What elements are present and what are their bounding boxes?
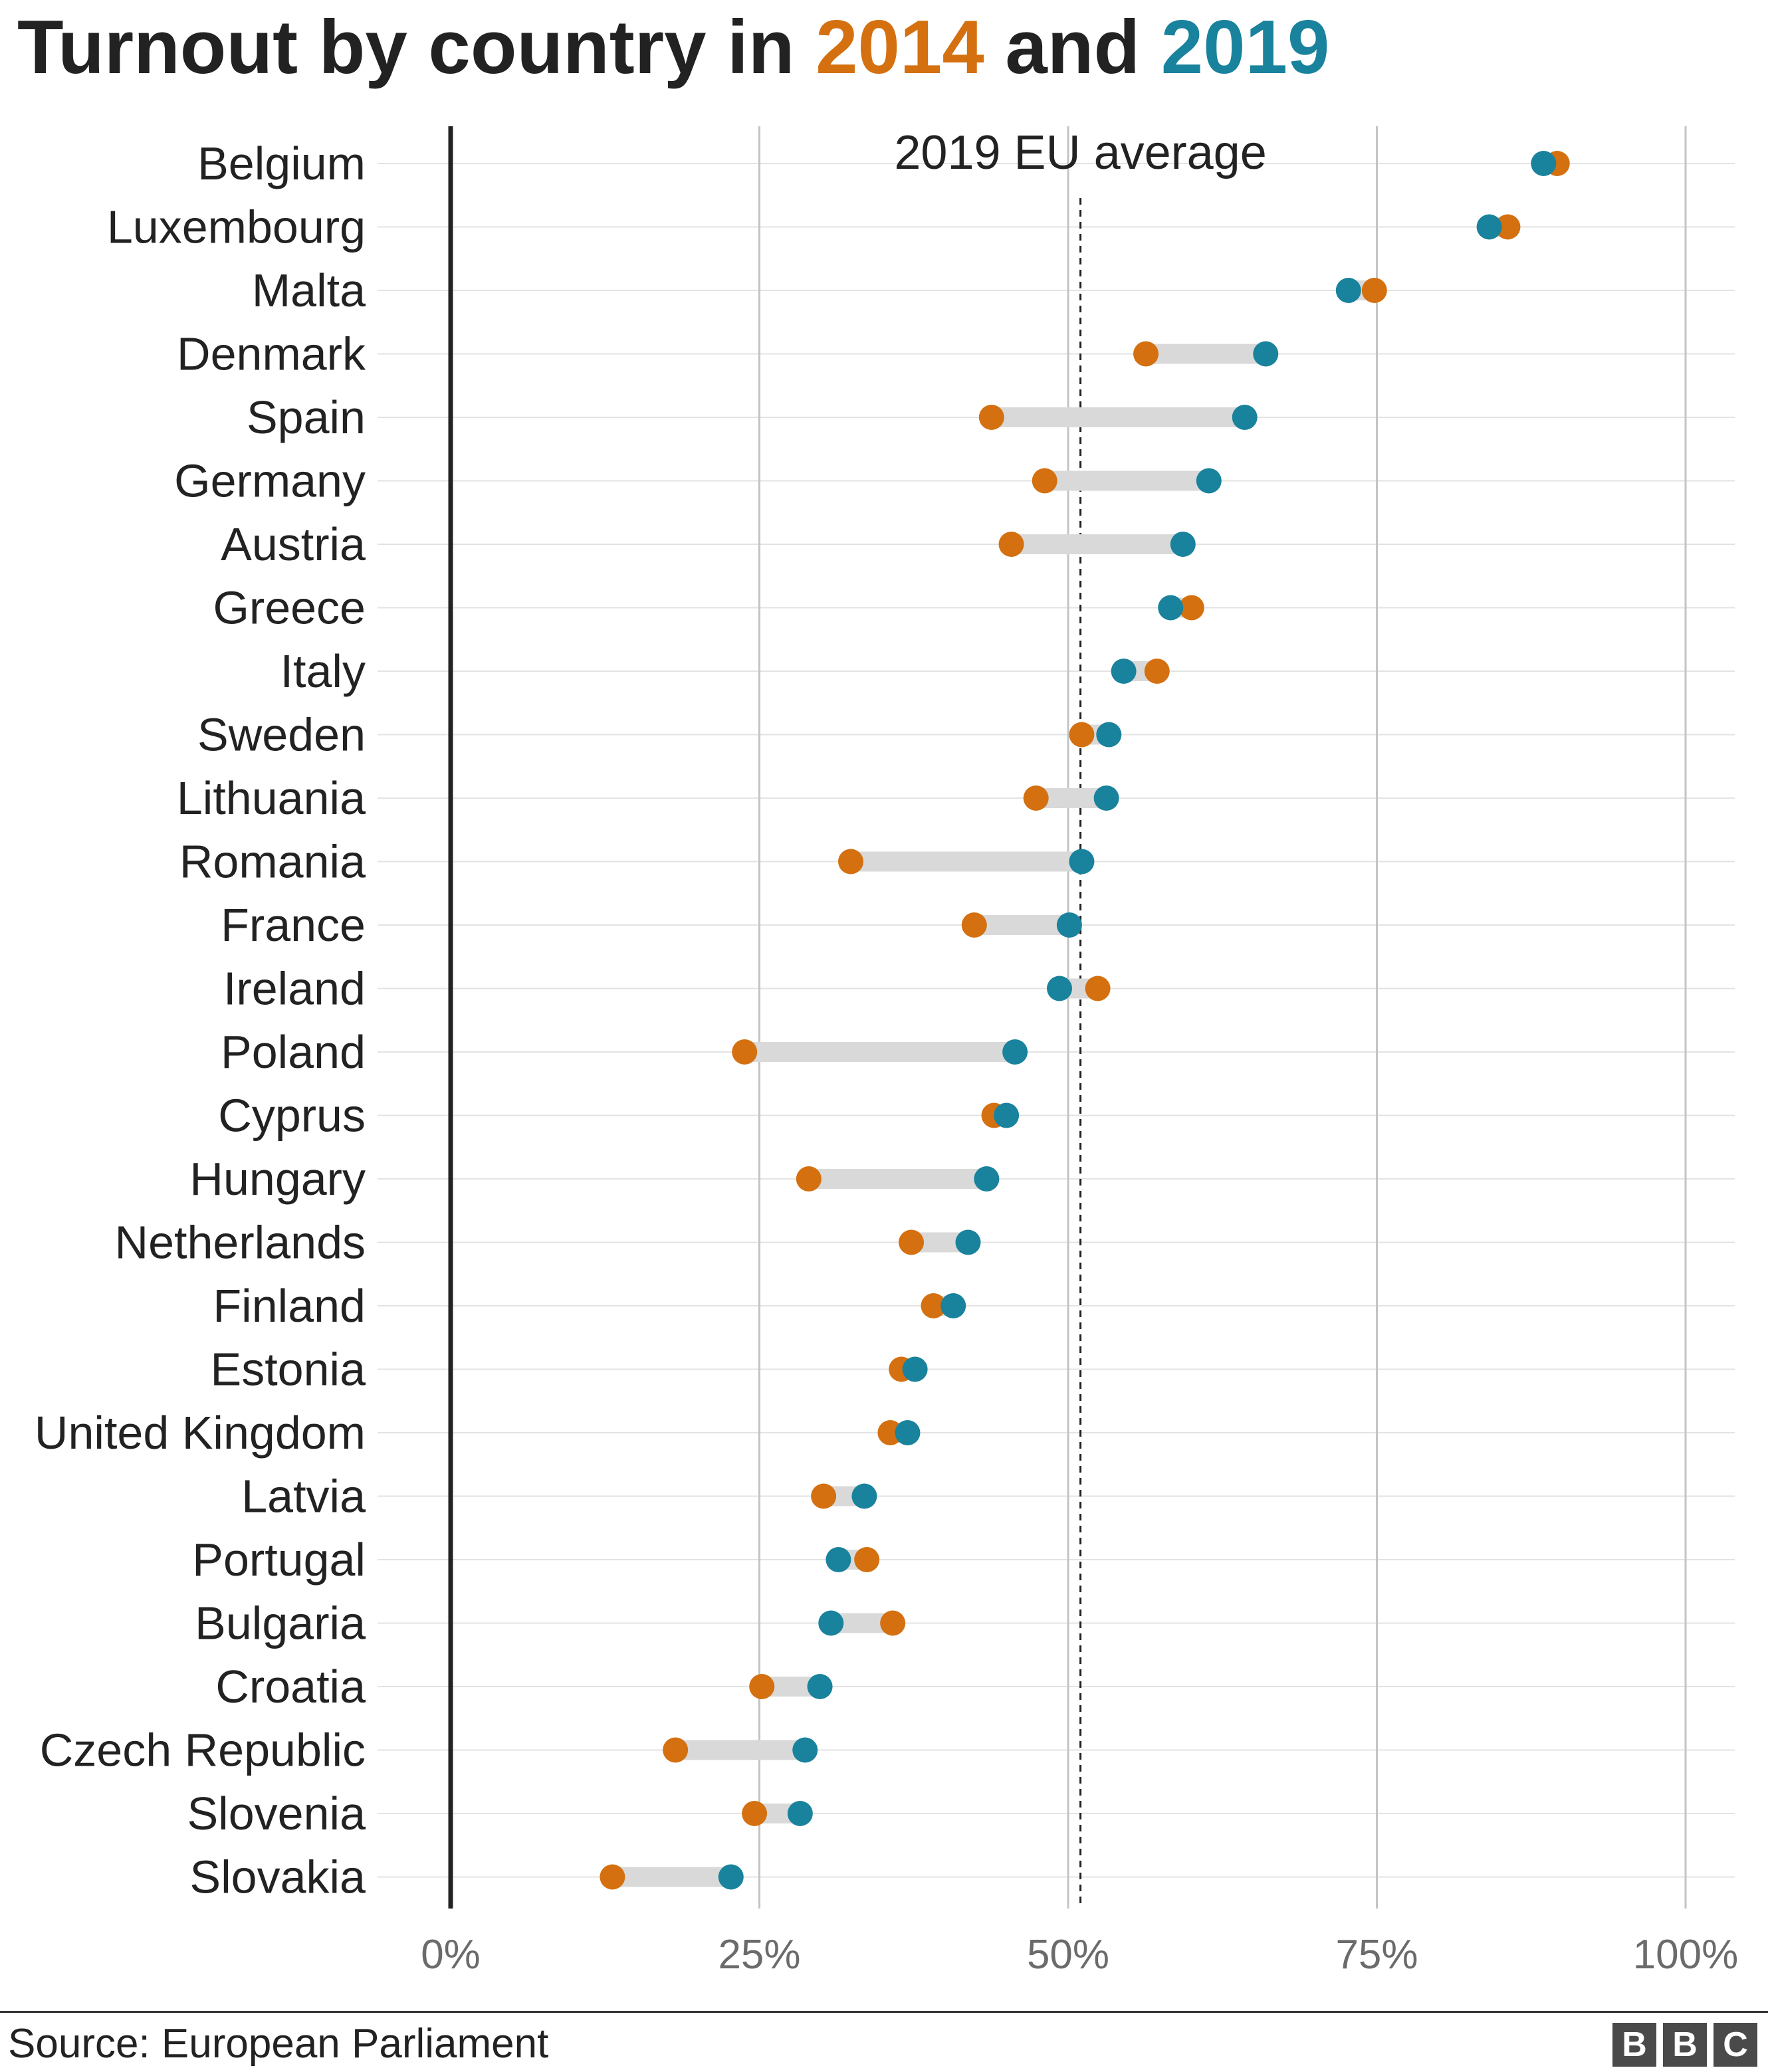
country-label: Slovakia [189,1851,366,1903]
dot-2014 [1178,595,1204,621]
country-label: Latvia [241,1471,366,1522]
logo-letter: B [1612,2023,1656,2067]
country-label: Lithuania [177,772,366,824]
dot-2014 [998,532,1024,557]
country-label: Netherlands [115,1217,366,1269]
dot-2019 [851,1483,877,1509]
dot-2019 [1046,976,1072,1001]
dot-2019 [807,1674,833,1699]
country-label: Belgium [197,138,366,189]
dot-2019 [792,1737,818,1763]
country-label: France [221,899,366,951]
country-label: Italy [280,645,366,697]
dot-2019 [1196,468,1222,494]
logo-letter: C [1713,2023,1757,2067]
dot-2014 [978,405,1004,430]
logo-letter: B [1663,2023,1707,2067]
dot-2019 [1531,151,1557,176]
country-label: Poland [221,1026,366,1078]
dot-2019 [902,1356,928,1382]
dot-2019 [1232,405,1258,430]
country-label: Germany [174,455,366,507]
title-year-2019: 2019 [1160,5,1330,90]
dot-2014 [1069,722,1095,748]
dot-2014 [1495,214,1521,240]
dot-2019 [1253,341,1279,367]
source-note: Source: European Parliament [8,2021,549,2067]
country-label: Bulgaria [195,1598,366,1649]
dot-2014 [837,849,863,875]
dot-2014 [1085,976,1111,1001]
country-label: Austria [221,518,366,570]
dot-2019 [1093,785,1119,811]
dot-2019 [1335,278,1361,303]
country-label: Denmark [177,328,366,380]
dot-2019 [895,1420,921,1445]
chart-title: Turnout by country in 2014 and 2019 [17,4,1329,91]
dot-2019 [1056,912,1082,938]
dumbbell-chart: 0% 25% 50% 75% 100% 2019 EU average Belgium Lux… [35,126,1739,1978]
x-tick-label: 75% [1335,1932,1418,1978]
country-label: Portugal [192,1534,366,1586]
dot-2014 [854,1547,880,1572]
country-label: Sweden [197,709,366,761]
dot-2019 [718,1864,744,1890]
dot-2014 [1144,659,1170,684]
x-tick-label: 0% [421,1932,481,1978]
dot-2019 [1069,849,1095,875]
dot-2019 [1002,1039,1028,1065]
dot-2019 [1170,532,1196,557]
country-label: Luxembourg [107,201,366,253]
dot-2014 [600,1864,625,1890]
dot-2014 [811,1483,837,1509]
dot-2019 [826,1547,851,1572]
dot-2014 [961,912,987,938]
dot-2019 [974,1166,1000,1191]
dot-2014 [880,1610,906,1636]
dot-2014 [1032,468,1057,494]
country-label: Greece [213,582,366,634]
country-label: Romania [179,836,366,888]
dot-2019 [940,1293,966,1318]
country-label: Czech Republic [40,1724,366,1776]
dot-2019 [787,1801,813,1826]
country-label: Slovenia [187,1788,366,1839]
eu-average-label: 2019 EU average [894,126,1266,179]
country-label: Spain [247,391,366,443]
country-label: Croatia [215,1661,366,1712]
country-label: Finland [213,1280,366,1332]
title-year-2014: 2014 [816,5,984,90]
dot-2014 [877,1420,903,1445]
dot-2019 [1158,595,1184,621]
x-tick-label: 25% [718,1932,800,1978]
title-prefix: Turnout by country in [17,5,816,90]
x-tick-label: 50% [1027,1932,1109,1978]
country-label: Estonia [211,1344,366,1396]
dot-2014 [1133,341,1159,367]
dot-2014 [1361,278,1387,303]
country-label: United Kingdom [35,1407,366,1459]
dot-2014 [732,1039,758,1065]
dot-2019 [1096,722,1122,748]
dot-2014 [749,1674,775,1699]
x-tick-label: 100% [1633,1932,1739,1978]
country-label: Cyprus [218,1090,366,1142]
bbc-logo: B B C [1612,2023,1757,2067]
country-label: Hungary [189,1153,366,1205]
footer-divider [0,2011,1768,2013]
dot-2019 [818,1610,844,1636]
dot-2019 [955,1229,981,1255]
dot-2019 [994,1102,1020,1128]
dot-2014 [796,1166,822,1191]
dot-2014 [921,1293,946,1318]
dot-2019 [1111,659,1137,684]
title-middle: and [984,5,1161,90]
country-label: Malta [252,264,366,316]
dot-2014 [742,1801,768,1826]
dot-2019 [1476,214,1502,240]
country-label: Ireland [223,963,366,1015]
dot-2014 [899,1229,925,1255]
dot-2014 [1023,785,1049,811]
dot-2014 [663,1737,689,1763]
